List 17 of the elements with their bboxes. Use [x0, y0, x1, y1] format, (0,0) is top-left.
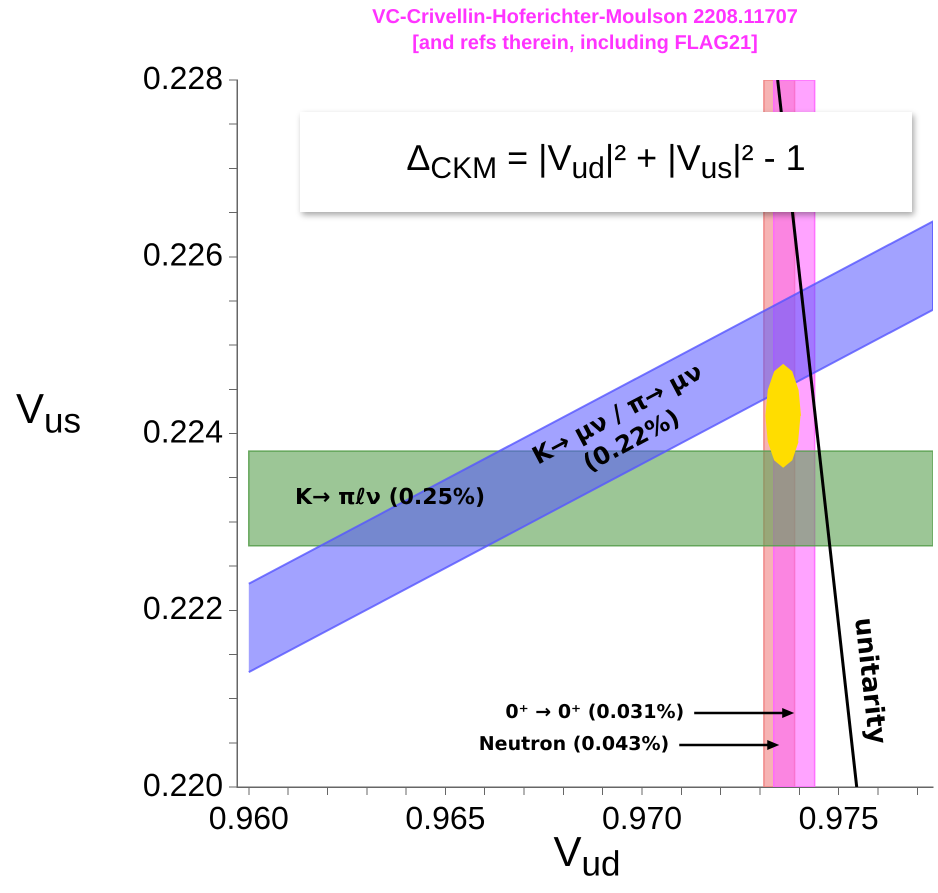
band-label: Neutron (0.043%): [478, 732, 670, 755]
y-tick-label: 0.228: [142, 60, 223, 96]
x-tick-label: 0.965: [405, 800, 486, 836]
y-tick-label: 0.220: [142, 766, 223, 803]
y-tick-label: 0.222: [142, 590, 223, 626]
chart-title: VC-Crivellin-Hoferichter-Moulson 2208.11707: [371, 5, 799, 30]
annotation: Δ$_{CKM}$ = |V$_{ud}$|² + |V$_{us}$|² - 1: [406, 137, 806, 187]
y-tick-label: 0.226: [142, 236, 223, 273]
x-tick-label: 0.960: [208, 800, 289, 836]
y-tick-label: 0.224: [142, 413, 223, 450]
chart-subtitle: [and refs therein, including FLAG21]: [411, 31, 759, 56]
band-label: K→ πℓν (0.25%): [295, 485, 485, 510]
text: unitarity: [848, 616, 892, 746]
y-axis-title: V$_{us}$: [16, 385, 81, 442]
formula-box: Δ$_{CKM}$ = |V$_{ud}$|² + |V$_{us}$|² - 1: [300, 112, 912, 212]
x-tick-label: 0.975: [798, 800, 879, 836]
band-label: 0⁺ → 0⁺ (0.031%): [505, 700, 684, 723]
